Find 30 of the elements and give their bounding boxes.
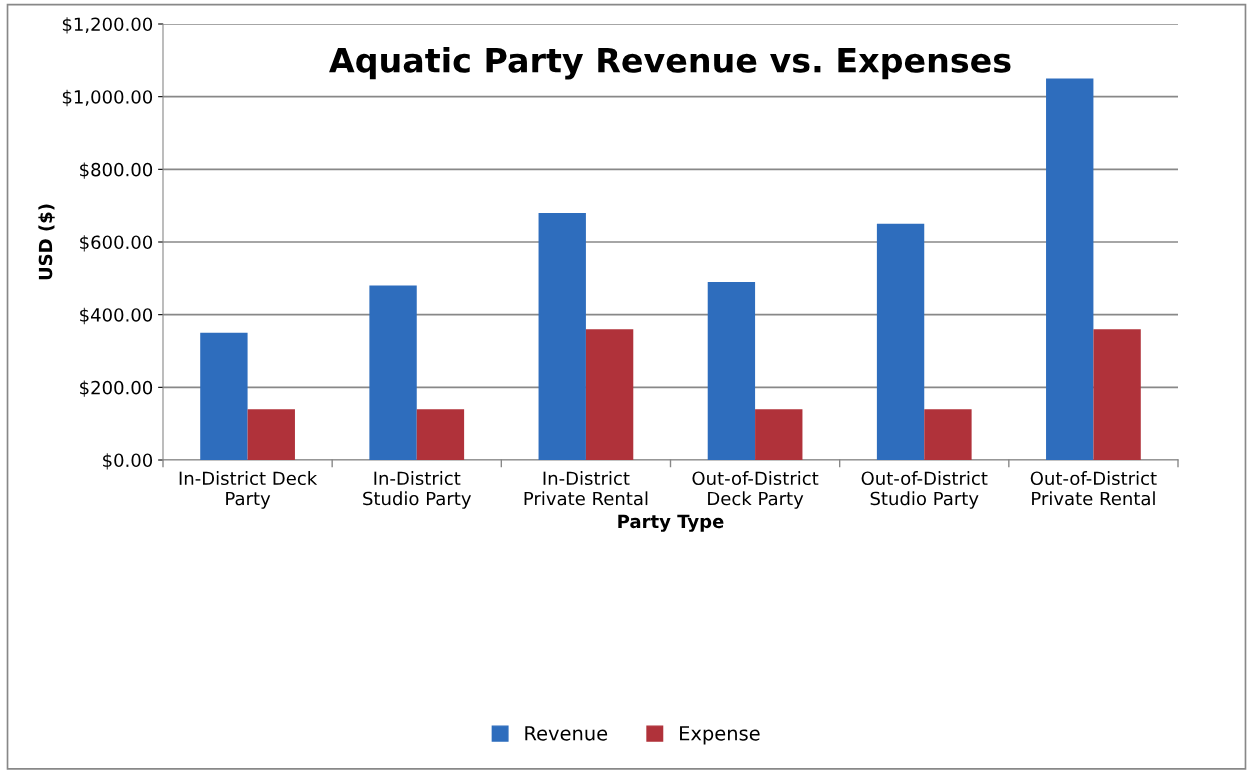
text: Aquatic Party Revenue vs. Expenses (329, 46, 1011, 80)
x-tick-label: In-District Deck Party (179, 471, 318, 509)
bar (416, 409, 465, 460)
bar (1046, 78, 1094, 460)
y-tick-label: $0.00 (103, 453, 153, 470)
y-tick-label: $600.00 (80, 235, 153, 252)
legend-label: Revenue (525, 726, 608, 741)
legend-label: Expense (680, 726, 760, 745)
bar (924, 409, 972, 460)
x-axis-title: Party Type (618, 514, 724, 532)
x-tick-label: Out-of-District Studio Party (861, 471, 988, 509)
y-tick-label: $1,200.00 (62, 17, 153, 34)
bar (876, 223, 925, 460)
y-tick-label: $200.00 (80, 380, 153, 397)
x-tick-label: Out-of-District Deck Party (692, 471, 819, 509)
bar (369, 285, 417, 460)
y-tick-label: $1,000.00 (62, 89, 153, 107)
bar (200, 332, 248, 460)
bar (1093, 329, 1141, 460)
bar (585, 329, 634, 460)
bar (247, 409, 295, 460)
bar (755, 409, 803, 460)
y-axis-title: USD ($) (38, 204, 55, 280)
x-tick-label: In-District Private Rental (524, 471, 648, 506)
bar (707, 281, 756, 460)
bar (538, 212, 586, 460)
y-tick-label: $800.00 (80, 162, 153, 179)
y-tick-label: $400.00 (80, 307, 153, 325)
x-tick-label: Out-of-District Private Rental (1030, 471, 1157, 506)
x-tick-label: In-District Studio Party (363, 471, 471, 509)
